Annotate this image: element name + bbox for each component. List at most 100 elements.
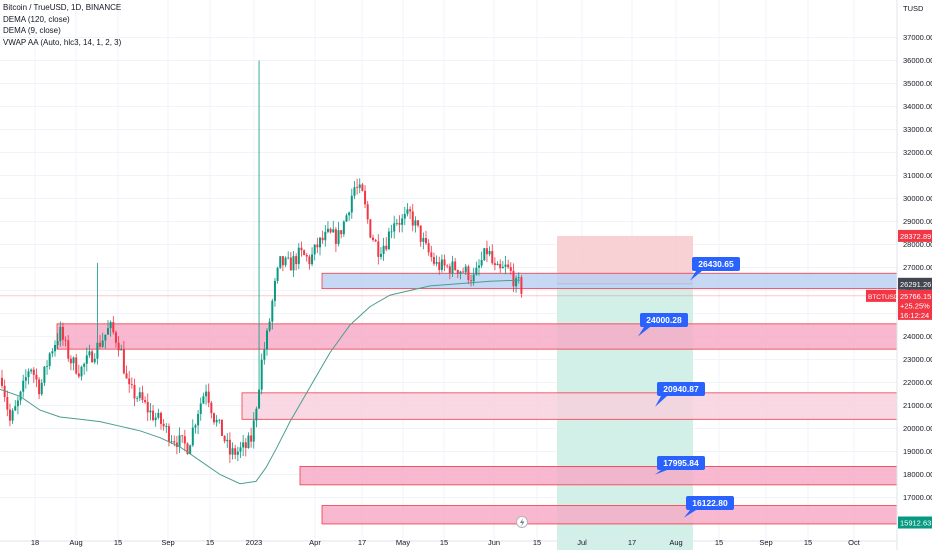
candle-body	[252, 420, 255, 442]
callout-box[interactable]	[657, 382, 705, 396]
candle-body	[427, 243, 430, 253]
candle-body	[210, 402, 213, 414]
candle-body	[165, 426, 168, 427]
indicator-dema-9[interactable]: DEMA (9, close)	[3, 26, 61, 35]
callout-label: 26430.65	[698, 259, 734, 269]
candle-body	[247, 435, 250, 449]
candle-body	[462, 271, 465, 273]
candle-body	[205, 391, 208, 397]
candle-body	[385, 245, 388, 250]
candle-body	[485, 248, 488, 255]
candle-body	[133, 385, 136, 399]
candle-body	[432, 257, 435, 264]
callout-pointer	[690, 271, 702, 281]
candle-body	[54, 344, 56, 352]
candle-body	[443, 259, 446, 266]
candle-body	[417, 220, 420, 226]
candle-body	[48, 353, 51, 366]
y-tick-label: 36000.00	[903, 56, 932, 65]
candle-body	[411, 211, 414, 226]
candle-body	[189, 445, 192, 455]
last-price-label: 25766.15	[900, 292, 931, 301]
candle-body	[141, 392, 144, 401]
candle-body	[326, 228, 329, 232]
candle-body	[321, 237, 324, 241]
candle-body	[22, 380, 25, 392]
callout-box[interactable]	[640, 313, 688, 327]
symbol-title[interactable]: Bitcoin / TrueUSD, 1D, BINANCE	[3, 3, 122, 12]
support-resistance-zones[interactable]	[56, 272, 898, 525]
x-tick-label: 18	[31, 538, 39, 547]
zone-20940[interactable]	[241, 392, 898, 420]
candle-body	[114, 332, 117, 343]
candle-body	[72, 357, 75, 364]
candle-body	[149, 410, 152, 413]
candle-body	[239, 447, 242, 452]
price-callouts[interactable]: 26430.65 24000.28 20940.87 17995.84 16122.80	[638, 257, 740, 518]
candle-body	[292, 256, 295, 271]
candle-body	[194, 425, 197, 428]
zone-price-tag-label: 26291.26	[900, 280, 931, 289]
candle-body	[250, 435, 253, 442]
candle-body	[409, 209, 412, 212]
callout-pointer	[655, 470, 667, 475]
candle-body	[504, 264, 507, 267]
candle-body	[226, 439, 229, 442]
candle-body	[213, 413, 215, 423]
candle-body	[157, 412, 160, 418]
candle-body	[509, 267, 512, 271]
last-price-tag	[898, 289, 932, 320]
candle-body	[305, 254, 308, 257]
time-axis[interactable]: 18 Aug 15 Sep 15 2023 Apr 17 May 15 Jun 15 Jul 17 Aug 1…	[31, 538, 861, 547]
candle-body	[244, 442, 247, 449]
callout-label: 16122.80	[692, 498, 728, 508]
callout-box[interactable]	[692, 257, 740, 271]
price-axis[interactable]: 17000.00 18000.00 19000.00 20000.00 21000.00…	[903, 4, 932, 502]
callout-label: 24000.28	[646, 315, 682, 325]
y-tick-label: 17000.00	[903, 493, 932, 502]
candle-body	[515, 278, 518, 287]
zone-24000[interactable]	[56, 323, 898, 350]
y-tick-label: 28000.00	[903, 240, 932, 249]
candle-body	[475, 267, 478, 275]
candle-body	[242, 442, 245, 448]
tp-price-tag	[898, 229, 932, 242]
candle-body	[160, 412, 162, 424]
zone-17995[interactable]	[299, 466, 898, 486]
candle-body	[284, 257, 287, 266]
candle-body	[51, 351, 54, 354]
candle-body	[297, 247, 300, 265]
zone-16122[interactable]	[321, 505, 898, 525]
candle-body	[300, 247, 303, 251]
candle-body	[393, 223, 396, 232]
candle-body	[138, 392, 141, 399]
symbol-tag	[866, 289, 896, 302]
indicator-vwap[interactable]: VWAP AA (Auto, hlc3, 14, 1, 2, 3)	[3, 37, 122, 47]
x-tick-label: May	[396, 538, 410, 547]
candle-body	[1, 377, 3, 386]
candle-body	[311, 254, 314, 265]
candle-body	[451, 261, 454, 274]
candle-body	[303, 250, 306, 255]
callout-box[interactable]	[657, 456, 705, 470]
x-tick-label: Aug	[669, 538, 682, 547]
candle-body	[342, 221, 345, 235]
candle-body	[101, 340, 104, 347]
candle-body	[173, 441, 176, 443]
candle-body	[128, 378, 131, 385]
candle-body	[220, 419, 223, 436]
callout-label: 20940.87	[663, 384, 699, 394]
candle-body	[207, 391, 210, 403]
candle-body	[348, 212, 351, 216]
candle-body	[496, 263, 499, 266]
callout-box[interactable]	[686, 496, 734, 510]
candle-body	[464, 266, 467, 273]
candle-body	[478, 265, 480, 268]
lightning-icon[interactable]	[516, 516, 528, 528]
indicator-dema-120[interactable]: DEMA (120, close)	[3, 14, 70, 24]
y-tick-label: 20000.00	[903, 424, 932, 433]
zone-26430[interactable]	[321, 272, 898, 290]
candle-body	[162, 423, 165, 427]
candle-body	[491, 251, 494, 264]
